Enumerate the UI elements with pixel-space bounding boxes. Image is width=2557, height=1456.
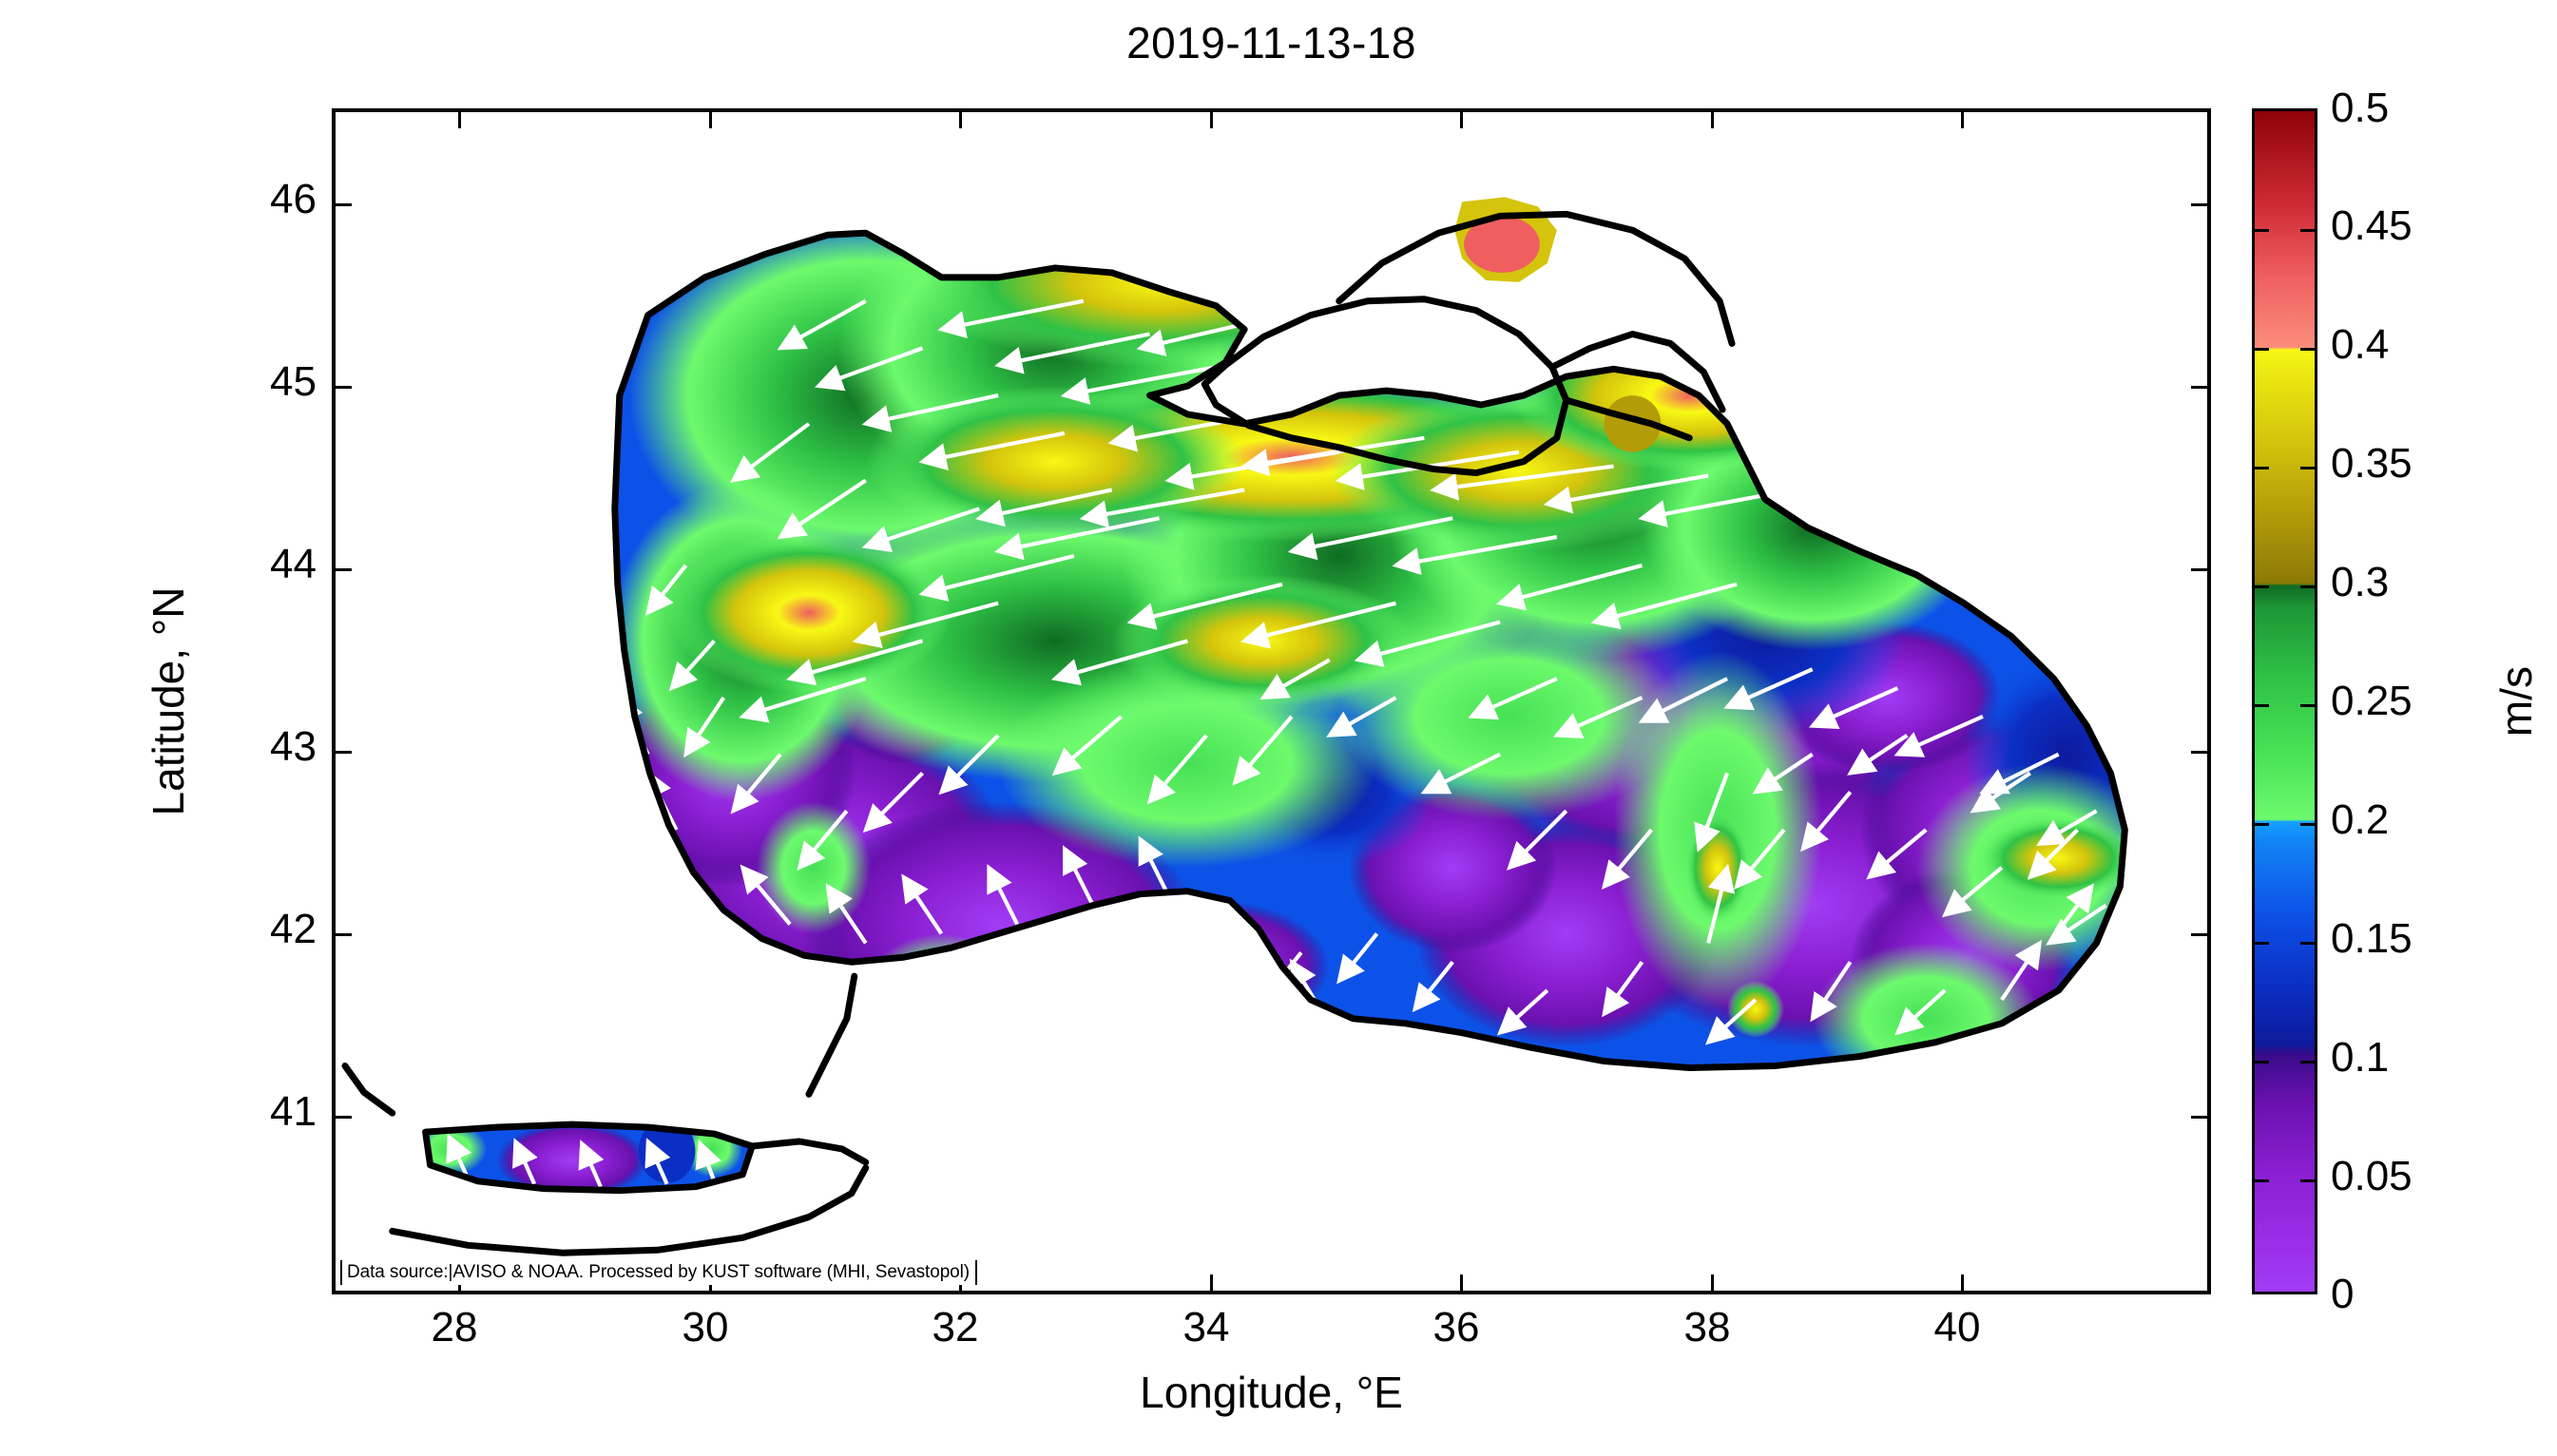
y-tick	[2191, 386, 2207, 389]
colorbar-tick-label: 0.25	[2331, 678, 2413, 724]
colorbar-tick	[2300, 1061, 2315, 1063]
colorbar-tick-label: 0.45	[2331, 202, 2413, 249]
y-tick	[2191, 933, 2207, 936]
x-tick	[1460, 112, 1463, 128]
colorbar-tick	[2255, 585, 2269, 588]
data-source-note: Data source:|AVISO & NOAA. Processed by …	[340, 1260, 977, 1285]
y-tick	[336, 203, 352, 206]
colorbar-tick	[2300, 229, 2315, 232]
colorbar-tick-label: 0.1	[2331, 1034, 2390, 1081]
speed-field-main	[614, 233, 2125, 1068]
colorbar-tick-label: 0.15	[2331, 915, 2413, 962]
x-tick	[1210, 112, 1213, 128]
y-tick	[336, 751, 352, 754]
y-tick	[336, 568, 352, 571]
y-tick-label: 44	[270, 541, 317, 587]
x-tick-label: 40	[1933, 1304, 1981, 1351]
colorbar-unit-label: m/s	[2491, 665, 2541, 738]
x-tick-label: 38	[1683, 1304, 1731, 1351]
x-tick	[1961, 112, 1964, 128]
colorbar-gradient-strip	[2255, 111, 2315, 1292]
colorbar-tick	[2255, 348, 2269, 351]
y-tick-label: 43	[270, 723, 317, 770]
coastline-icon	[341, 210, 2128, 1256]
y-tick	[2191, 751, 2207, 754]
colorbar-tick	[2255, 229, 2269, 232]
current-speed-map	[341, 197, 2128, 1256]
y-tick	[2191, 1116, 2207, 1119]
x-tick	[709, 112, 712, 128]
y-tick	[336, 1116, 352, 1119]
x-tick-label: 28	[431, 1304, 478, 1351]
x-tick	[1961, 1274, 1964, 1291]
speed-field-azov	[1454, 197, 1557, 282]
colorbar-tick	[2300, 585, 2315, 588]
x-axis-title: Longitude, °E	[1140, 1368, 1403, 1417]
x-tick	[458, 112, 461, 128]
y-tick-label: 42	[270, 906, 317, 952]
colorbar-tick-label: 0.2	[2331, 796, 2390, 843]
x-tick	[959, 112, 962, 128]
x-tick	[1460, 1274, 1463, 1291]
page-title: 2019-11-13-18	[1126, 18, 1416, 67]
colorbar-tick-label: 0.35	[2331, 440, 2413, 487]
colorbar-tick	[2255, 942, 2269, 945]
y-tick	[2191, 203, 2207, 206]
x-tick	[1210, 1274, 1213, 1291]
y-tick	[2191, 568, 2207, 571]
colorbar[interactable]	[2252, 108, 2317, 1294]
x-tick	[1711, 112, 1714, 128]
x-tick-label: 36	[1432, 1304, 1480, 1351]
velocity-vectors	[446, 298, 2107, 1188]
colorbar-tick	[2300, 942, 2315, 945]
x-tick	[1711, 1274, 1714, 1291]
x-tick-label: 30	[682, 1304, 729, 1351]
colorbar-tick-label: 0.4	[2331, 321, 2390, 368]
colorbar-tick	[2255, 823, 2269, 826]
y-tick	[336, 386, 352, 389]
y-tick	[336, 933, 352, 936]
colorbar-tick	[2255, 1179, 2269, 1182]
colorbar-tick	[2255, 467, 2269, 469]
x-tick-label: 34	[1182, 1304, 1230, 1351]
y-tick-label: 46	[270, 176, 317, 222]
colorbar-tick	[2300, 467, 2315, 469]
x-tick-label: 32	[932, 1304, 979, 1351]
y-tick-label: 41	[270, 1088, 317, 1135]
colorbar-tick	[2300, 823, 2315, 826]
y-tick-label: 45	[270, 358, 317, 405]
y-axis-title: Latitude, °N	[144, 586, 193, 816]
colorbar-tick-label: 0.3	[2331, 559, 2390, 605]
colorbar-tick-label: 0.05	[2331, 1153, 2413, 1199]
colorbar-tick	[2300, 348, 2315, 351]
colorbar-tick-label: 0	[2331, 1271, 2355, 1317]
map-axes[interactable]	[332, 108, 2211, 1294]
colorbar-tick	[2300, 1179, 2315, 1182]
colorbar-tick	[2255, 1061, 2269, 1063]
colorbar-tick	[2300, 704, 2315, 707]
colorbar-tick	[2255, 704, 2269, 707]
colorbar-tick-label: 0.5	[2331, 85, 2390, 131]
